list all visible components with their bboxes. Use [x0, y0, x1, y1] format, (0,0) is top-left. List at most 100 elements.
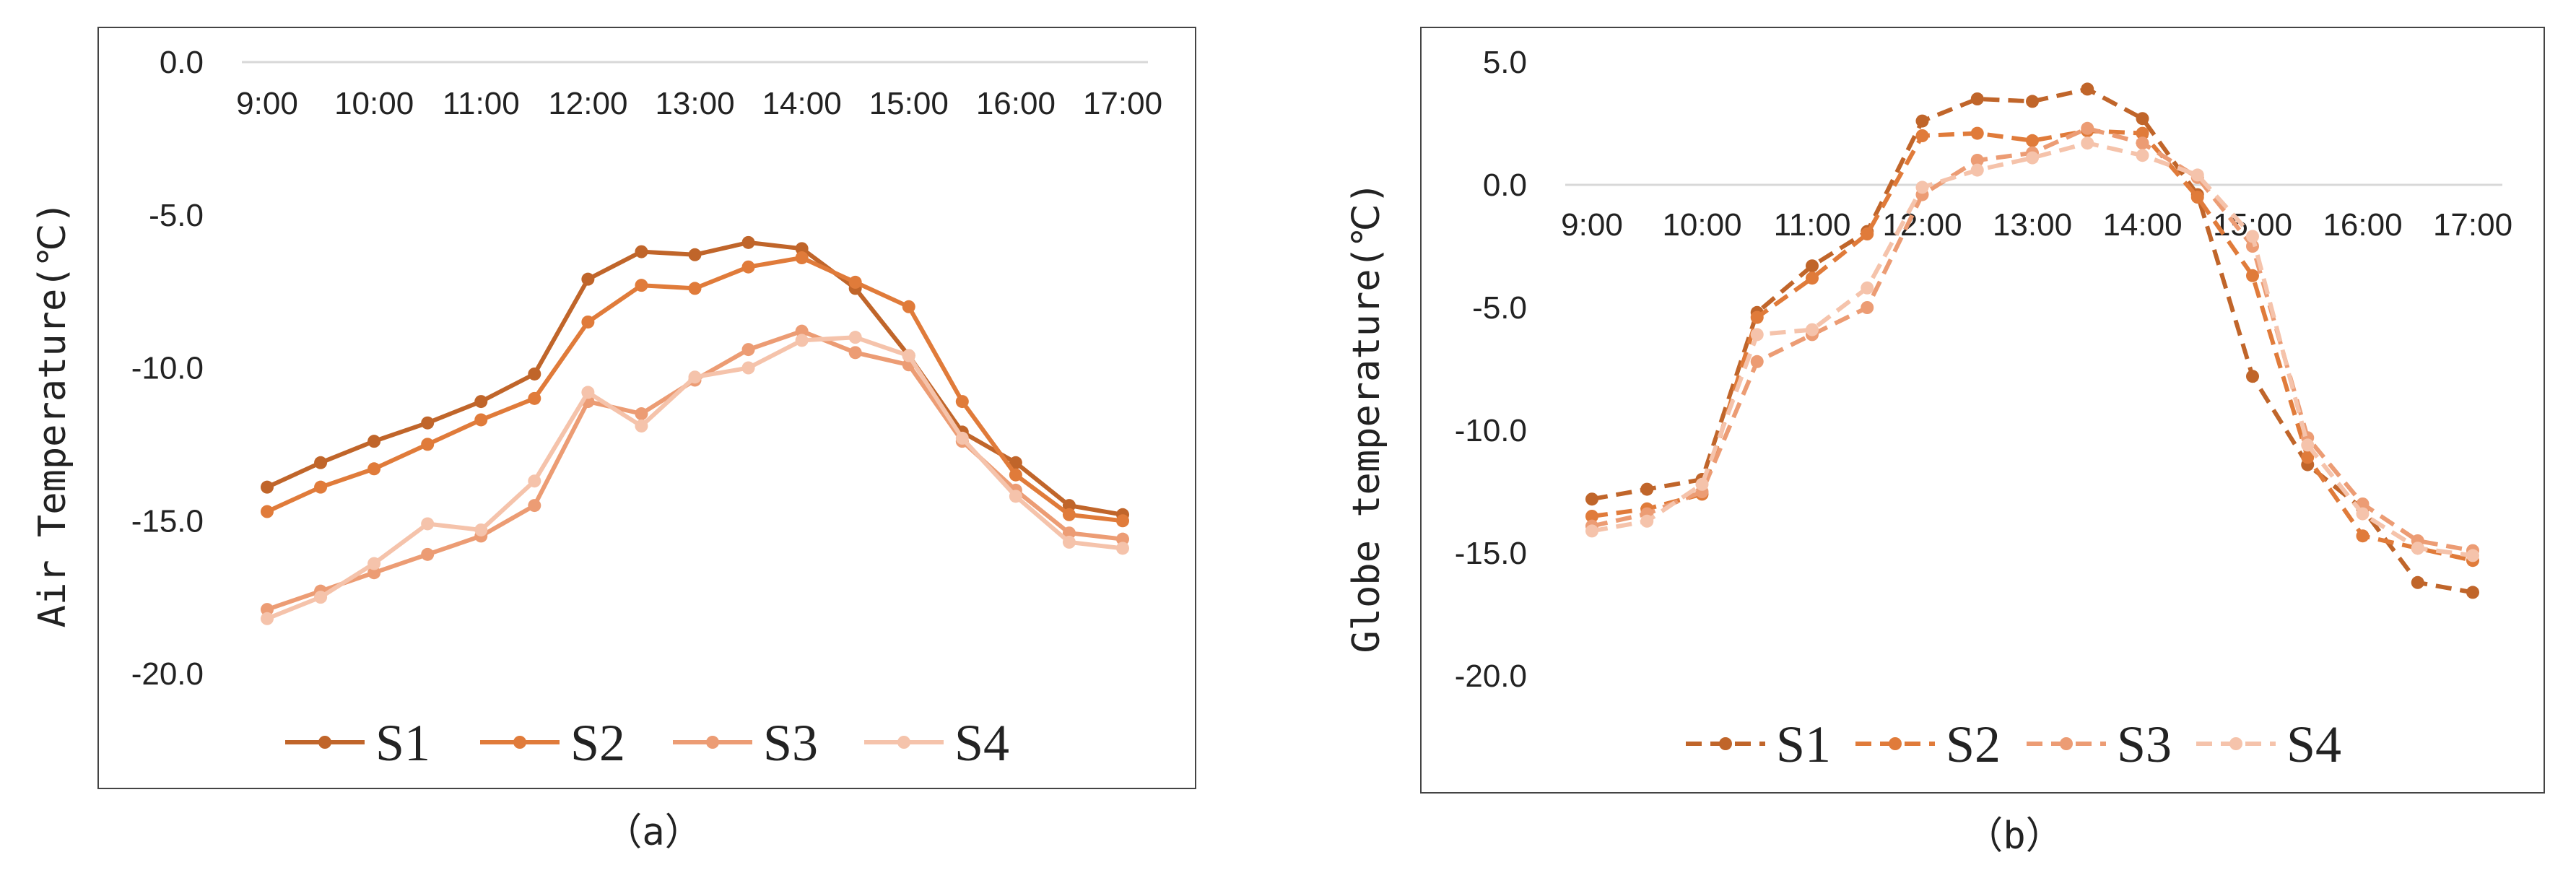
a-legend-label-s2: S2: [570, 714, 625, 772]
b-series-s4-point: [1861, 281, 1874, 295]
b-series-s4-point: [2466, 549, 2479, 562]
a-series-s3-point: [421, 547, 435, 561]
b-x-tick-label: 14:00: [2102, 207, 2182, 243]
b-series-s3-point: [2136, 136, 2149, 150]
a-series-s1-point: [1062, 499, 1076, 513]
b-series-s4-point: [2246, 230, 2259, 243]
b-series-s4-point: [2356, 507, 2370, 521]
b-x-tick-label: 11:00: [1774, 207, 1851, 243]
a-series-s4-point: [474, 523, 488, 536]
b-series-s2-point: [2026, 134, 2039, 147]
b-y-tick-label: -10.0: [1455, 413, 1527, 448]
a-series-s4-point: [902, 349, 915, 362]
b-series-s4-point: [1695, 477, 1709, 491]
b-series-s2-point: [2356, 529, 2370, 543]
b-series-s1-point: [1585, 492, 1598, 506]
b-series-s4-point: [2301, 438, 2315, 452]
a-series-s3-point: [741, 343, 755, 357]
b-series-s4-point: [2026, 151, 2039, 165]
a-series-s1-point: [367, 435, 381, 448]
a-legend-marker-s3: [706, 736, 719, 749]
a-x-tick-label: 14:00: [762, 86, 842, 121]
a-x-tick-label: 11:00: [443, 86, 520, 121]
a-x-tick-label: 9:00: [236, 86, 298, 121]
b-series-s4-line: [1591, 141, 2473, 558]
b-series-s2-point: [1806, 271, 1819, 285]
a-series-s2-point: [314, 480, 328, 494]
a-legend-marker-s4: [897, 736, 910, 749]
a-legend-label-s3: S3: [763, 714, 818, 772]
a-series-s4-point: [314, 591, 328, 604]
a-x-tick-label: 15:00: [869, 86, 949, 121]
a-series-s3-point: [1062, 526, 1076, 540]
a-series-s1-point: [635, 245, 648, 258]
a-series-s3-point: [795, 324, 809, 338]
a-x-tick-label: 13:00: [655, 86, 734, 121]
b-x-tick-label: 9:00: [1561, 207, 1623, 243]
b-y-tick-label: 5.0: [1483, 45, 1527, 80]
a-series-s4-point: [635, 419, 648, 433]
b-series-s3-point: [2081, 121, 2094, 135]
a-series-s1-point: [261, 480, 274, 494]
b-series-s2-point: [1970, 126, 1984, 140]
a-series-s3-point: [528, 499, 541, 513]
b-y-tick-label: -20.0: [1455, 658, 1527, 694]
a-series-s3-point: [261, 603, 274, 617]
a-series-s2-point: [741, 260, 755, 274]
b-legend-marker-s2: [1889, 737, 1902, 750]
b-legend-marker-s3: [2060, 737, 2073, 750]
b-series-s4-point: [2136, 149, 2149, 162]
a-series-s3-point: [367, 566, 381, 580]
a-series-s2-point: [795, 251, 809, 265]
a-series-s1-point: [1009, 456, 1022, 469]
b-series-s1-point: [2081, 82, 2094, 96]
b-series-s3-point: [1970, 154, 1984, 167]
b-series-s4-point: [1915, 181, 1929, 194]
a-y-tick-label: 0.0: [160, 45, 204, 80]
a-x-tick-label: 12:00: [548, 86, 627, 121]
a-y-tick-label: -20.0: [131, 656, 204, 692]
b-series-s2-point: [2136, 126, 2149, 140]
b-series-s3-point: [1750, 355, 1764, 368]
chart-b: 5.0 0.0 -5.0 -10.0 -15.0 -20.0 9:00 10:00 11:00 1…: [1345, 45, 2512, 858]
b-series-s4-point: [2411, 542, 2424, 555]
b-series-s4-point: [1970, 163, 1984, 177]
b-series-s1-point: [2026, 95, 2039, 108]
b-legend-label-s1: S1: [1776, 716, 1831, 773]
b-y-tick-label: -5.0: [1472, 290, 1527, 326]
a-series-s2-point: [1009, 468, 1022, 482]
a-caption: （a）: [604, 811, 702, 854]
a-x-tick-label: 16:00: [976, 86, 1056, 121]
a-series-s3-point: [848, 346, 862, 360]
b-legend-label-s2: S2: [1946, 716, 2001, 773]
a-series-s4-point: [1009, 490, 1022, 503]
a-legend-label-s4: S4: [954, 714, 1009, 772]
b-series-s1-point: [2246, 370, 2259, 383]
a-series-s2-point: [1116, 514, 1129, 528]
a-series-s2-point: [421, 438, 435, 451]
a-y-tick-label: -15.0: [131, 503, 204, 539]
b-series-s1-point: [1915, 114, 1929, 128]
b-series-s3-point: [1861, 301, 1874, 314]
a-series-s4-point: [688, 370, 702, 384]
a-legend-marker-s2: [513, 736, 526, 749]
a-series-s2-point: [902, 300, 915, 313]
a-series-s4-point: [421, 517, 435, 531]
b-series-s1-point: [2466, 586, 2479, 599]
a-series-s4-point: [367, 557, 381, 570]
a-y-tick-label: -10.0: [131, 351, 204, 386]
b-series-s2-point: [2301, 451, 2315, 464]
b-y-tick-label: 0.0: [1483, 168, 1527, 203]
a-series-s4-point: [1062, 535, 1076, 549]
b-series-s1-point: [2411, 575, 2424, 589]
b-series-s4-point: [2190, 168, 2204, 182]
b-series-s4-point: [1806, 323, 1819, 336]
b-series-s2-point: [2190, 191, 2204, 204]
chart-b-frame: [1420, 27, 2545, 794]
b-y-tick-label: -15.0: [1455, 536, 1527, 571]
a-series-s1-point: [474, 395, 488, 409]
a-series-s4-point: [955, 431, 969, 445]
b-x-tick-label: 10:00: [1662, 207, 1741, 243]
b-legend-marker-s1: [1719, 737, 1732, 750]
a-series-s1-point: [795, 242, 809, 256]
